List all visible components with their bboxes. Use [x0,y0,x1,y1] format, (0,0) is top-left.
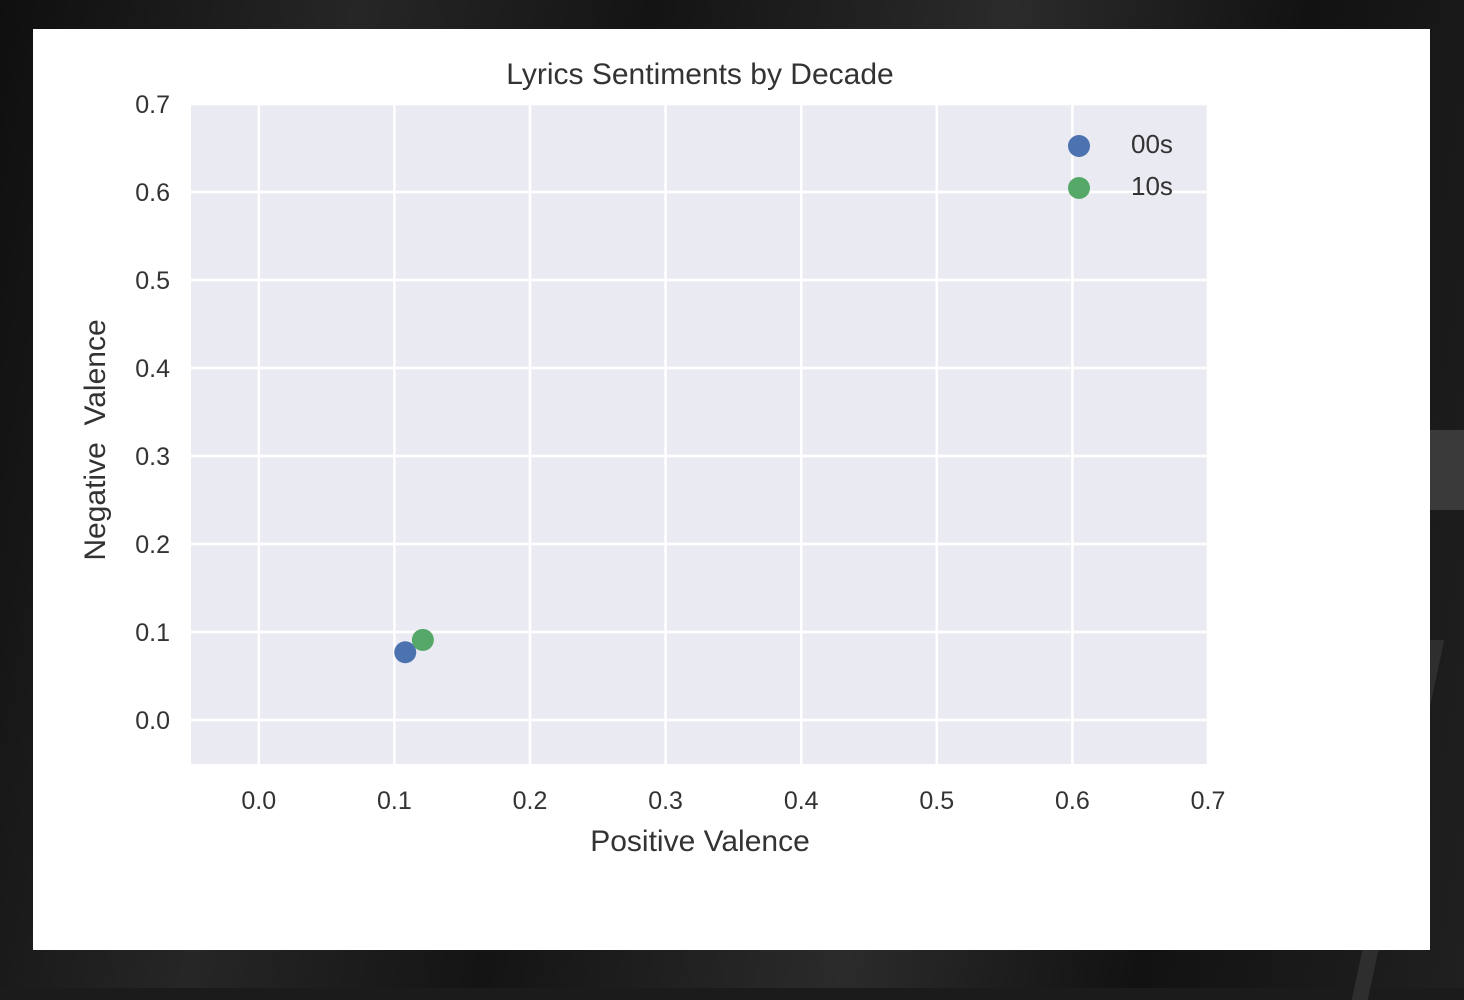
plot-area [191,104,1208,764]
x-tick-label: 0.2 [513,787,548,815]
y-tick-label: 0.1 [135,619,170,647]
x-tick-label: 0.7 [1191,787,1226,815]
legend-marker-10s [1068,177,1090,199]
y-axis-ticks: 0.0 0.1 0.2 0.3 0.4 0.5 0.6 0.7 [135,91,170,735]
y-axis-label: Negative Valence [79,319,112,560]
x-axis-label: Positive Valence [590,825,810,858]
scatter-chart: 0.0 0.1 0.2 0.3 0.4 0.5 0.6 0.7 0.0 0.1 0.2 0.3 0.4… [79,58,1225,858]
legend-marker-00s [1068,135,1090,157]
y-tick-label: 0.2 [135,531,170,559]
chart-card: 0.0 0.1 0.2 0.3 0.4 0.5 0.6 0.7 0.0 0.1 0.2 0.3 0.4… [33,29,1430,950]
legend-label-10s: 10s [1131,171,1173,201]
legend-label-00s: 00s [1131,129,1173,159]
y-tick-label: 0.4 [135,355,170,383]
x-tick-label: 0.4 [784,787,819,815]
backdrop-band [1430,430,1464,510]
data-points [394,628,434,664]
legend: 00s 10s [1068,129,1173,201]
gridlines [191,102,1210,764]
y-tick-label: 0.5 [135,267,170,295]
x-tick-label: 0.5 [919,787,954,815]
y-tick-label: 0.6 [135,179,170,207]
data-point-00s [394,641,417,664]
chart-title: Lyrics Sentiments by Decade [506,58,893,91]
data-point-10s [411,628,434,651]
y-tick-label: 0.7 [135,91,170,119]
y-tick-label: 0.3 [135,443,170,471]
x-tick-label: 0.0 [241,787,276,815]
x-tick-label: 0.3 [648,787,683,815]
x-tick-label: 0.1 [377,787,412,815]
x-tick-label: 0.6 [1055,787,1090,815]
x-axis-ticks: 0.0 0.1 0.2 0.3 0.4 0.5 0.6 0.7 [241,787,1225,815]
y-tick-label: 0.0 [135,707,170,735]
